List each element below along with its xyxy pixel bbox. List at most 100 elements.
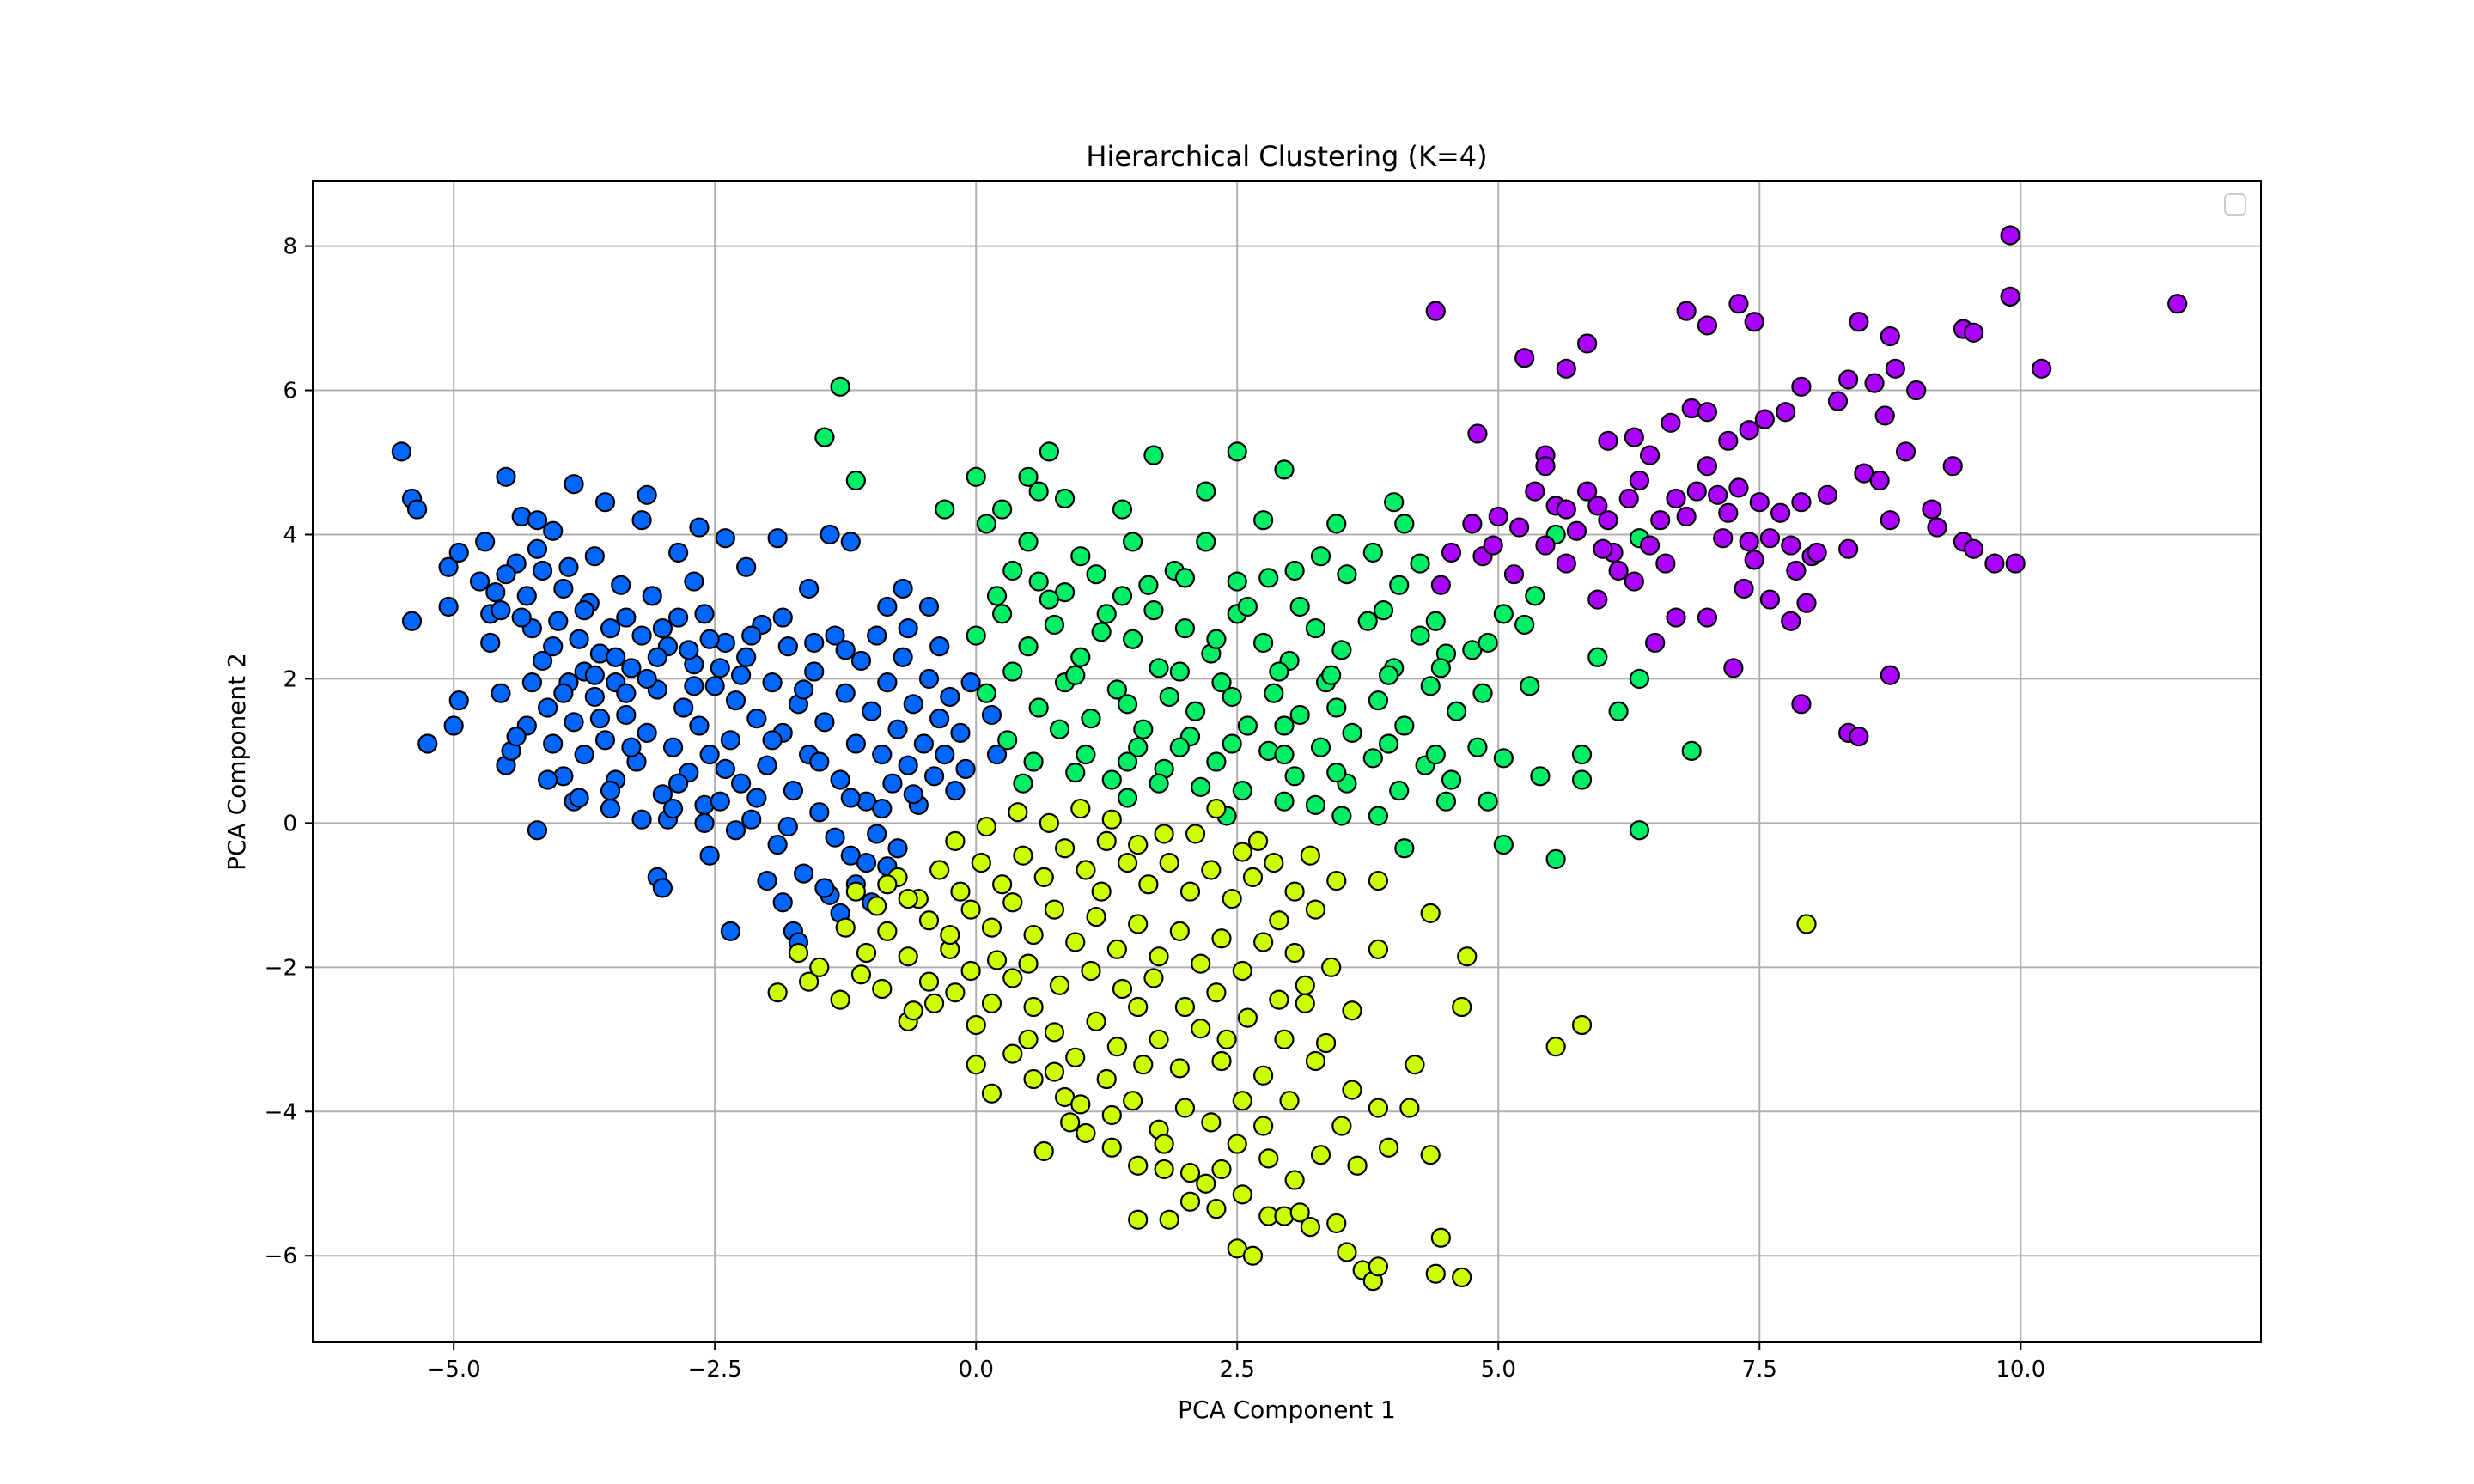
scatter-point xyxy=(945,982,966,1003)
scatter-point xyxy=(1723,658,1744,678)
scatter-point xyxy=(1023,1068,1044,1090)
scatter-point xyxy=(694,812,715,833)
scatter-point xyxy=(1462,514,1483,534)
scatter-point xyxy=(772,607,793,628)
scatter-point xyxy=(830,769,850,790)
scatter-point xyxy=(725,690,746,711)
scatter-point xyxy=(1060,1112,1081,1133)
scatter-point xyxy=(1827,391,1849,411)
scatter-point xyxy=(757,755,777,775)
scatter-point xyxy=(1430,1227,1451,1248)
scatter-point xyxy=(887,719,908,739)
scatter-point xyxy=(1770,502,1791,523)
scatter-point xyxy=(1159,1209,1179,1230)
scatter-point xyxy=(1650,510,1671,531)
scatter-point xyxy=(1274,1029,1295,1049)
scatter-point xyxy=(736,556,757,577)
scatter-point xyxy=(1227,571,1247,592)
scatter-point xyxy=(1452,996,1472,1018)
scatter-point xyxy=(652,784,673,805)
scatter-point xyxy=(1253,632,1274,654)
scatter-point xyxy=(966,1055,986,1075)
scatter-point xyxy=(1247,830,1269,851)
scatter-point xyxy=(1342,722,1362,744)
scatter-point xyxy=(1018,953,1039,974)
scatter-point xyxy=(647,647,667,667)
scatter-point xyxy=(1284,560,1305,581)
scatter-point xyxy=(960,899,981,920)
scatter-point xyxy=(1054,838,1076,859)
scatter-point xyxy=(929,860,950,880)
y-tick-label: 6 xyxy=(283,379,297,404)
scatter-point xyxy=(438,596,459,617)
scatter-point xyxy=(1441,542,1462,563)
scatter-point xyxy=(1253,1116,1274,1136)
scatter-point xyxy=(1101,1137,1122,1158)
scatter-point xyxy=(391,441,411,462)
scatter-point xyxy=(1123,1091,1143,1111)
scatter-point xyxy=(746,788,767,808)
scatter-point xyxy=(1942,456,1963,477)
scatter-point xyxy=(1023,996,1044,1018)
scatter-point xyxy=(1697,402,1718,423)
scatter-point xyxy=(532,650,553,672)
scatter-point xyxy=(1326,1213,1347,1234)
scatter-point xyxy=(1556,499,1576,520)
scatter-point xyxy=(631,625,652,646)
y-tick-label: 4 xyxy=(283,522,297,548)
scatter-point xyxy=(1661,412,1681,433)
scatter-point xyxy=(1368,690,1389,711)
scatter-point xyxy=(820,524,840,545)
scatter-point xyxy=(1629,668,1650,690)
scatter-point xyxy=(1222,888,1242,909)
scatter-point xyxy=(1028,697,1049,718)
scatter-point xyxy=(1179,1191,1201,1212)
scatter-point xyxy=(767,528,788,549)
scatter-point xyxy=(448,542,469,563)
scatter-point xyxy=(1624,427,1644,447)
scatter-point xyxy=(1242,1245,1264,1266)
scatter-point xyxy=(1759,589,1781,610)
scatter-point xyxy=(1018,466,1039,487)
scatter-point xyxy=(1378,1137,1399,1158)
scatter-point xyxy=(935,499,955,520)
scatter-point xyxy=(1018,1029,1039,1049)
scatter-point xyxy=(715,758,735,779)
scatter-point xyxy=(1796,593,1817,613)
scatter-point xyxy=(1384,492,1405,513)
scatter-point xyxy=(1065,762,1086,783)
scatter-point xyxy=(1493,748,1514,769)
legend-box xyxy=(2224,193,2246,216)
scatter-point xyxy=(877,596,898,617)
scatter-point xyxy=(960,960,981,982)
scatter-point xyxy=(981,917,1002,938)
scatter-point xyxy=(986,586,1008,606)
scatter-point xyxy=(668,773,689,794)
scatter-point xyxy=(1514,614,1535,636)
scatter-point xyxy=(1739,532,1759,552)
scatter-point xyxy=(1435,791,1457,812)
scatter-point xyxy=(1362,748,1383,769)
scatter-point xyxy=(1791,492,1812,513)
scatter-point xyxy=(945,780,966,801)
scatter-point xyxy=(637,668,657,690)
scatter-point xyxy=(976,683,996,703)
scatter-point xyxy=(1342,1000,1362,1021)
scatter-point xyxy=(1191,776,1211,797)
scatter-point xyxy=(1039,589,1059,610)
x-tick-label: 5.0 xyxy=(1481,1357,1516,1383)
scatter-point xyxy=(1154,824,1174,844)
scatter-point xyxy=(527,510,548,531)
scatter-point xyxy=(1117,852,1138,873)
scatter-point xyxy=(1081,960,1101,982)
scatter-point xyxy=(1128,1155,1149,1176)
scatter-point xyxy=(1321,957,1342,977)
scatter-point xyxy=(1101,769,1122,790)
scatter-point xyxy=(1629,820,1650,841)
scatter-point xyxy=(1002,968,1023,988)
scatter-point xyxy=(1342,1080,1362,1100)
scatter-point xyxy=(1922,499,1942,520)
scatter-point xyxy=(1525,481,1545,502)
scatter-point xyxy=(835,683,856,703)
scatter-point xyxy=(1237,1007,1258,1028)
